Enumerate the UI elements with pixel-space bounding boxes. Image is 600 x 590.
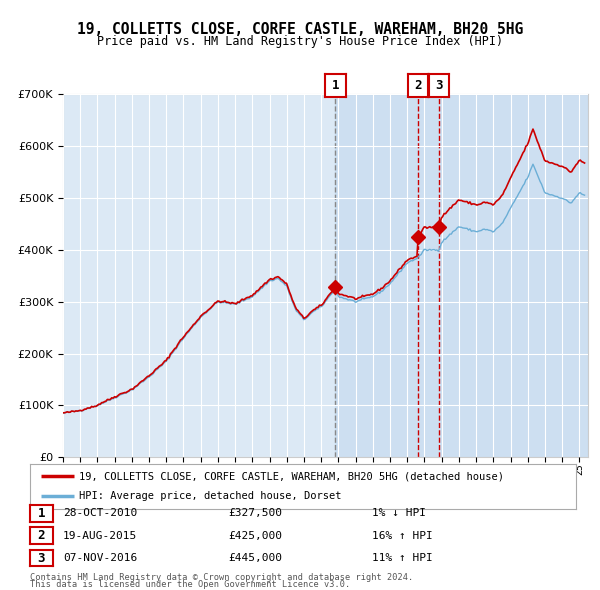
Text: 11% ↑ HPI: 11% ↑ HPI — [372, 553, 433, 563]
Text: This data is licensed under the Open Government Licence v3.0.: This data is licensed under the Open Gov… — [30, 580, 350, 589]
Text: 2: 2 — [38, 529, 45, 542]
Text: 16% ↑ HPI: 16% ↑ HPI — [372, 531, 433, 540]
Text: £327,500: £327,500 — [228, 509, 282, 518]
Text: 3: 3 — [436, 79, 443, 92]
Text: Price paid vs. HM Land Registry's House Price Index (HPI): Price paid vs. HM Land Registry's House … — [97, 35, 503, 48]
Text: HPI: Average price, detached house, Dorset: HPI: Average price, detached house, Dors… — [79, 491, 341, 501]
Bar — [335, 94, 588, 457]
Text: £445,000: £445,000 — [228, 553, 282, 563]
Text: 3: 3 — [38, 552, 45, 565]
Text: 2: 2 — [415, 79, 422, 92]
Text: 1% ↓ HPI: 1% ↓ HPI — [372, 509, 426, 518]
Text: 07-NOV-2016: 07-NOV-2016 — [63, 553, 137, 563]
Text: Contains HM Land Registry data © Crown copyright and database right 2024.: Contains HM Land Registry data © Crown c… — [30, 573, 413, 582]
Text: 19, COLLETTS CLOSE, CORFE CASTLE, WAREHAM, BH20 5HG (detached house): 19, COLLETTS CLOSE, CORFE CASTLE, WAREHA… — [79, 471, 504, 481]
Text: 19, COLLETTS CLOSE, CORFE CASTLE, WAREHAM, BH20 5HG: 19, COLLETTS CLOSE, CORFE CASTLE, WAREHA… — [77, 22, 523, 37]
Text: 1: 1 — [332, 79, 339, 92]
Text: 19-AUG-2015: 19-AUG-2015 — [63, 531, 137, 540]
Text: £425,000: £425,000 — [228, 531, 282, 540]
Text: 1: 1 — [38, 507, 45, 520]
Text: 28-OCT-2010: 28-OCT-2010 — [63, 509, 137, 518]
